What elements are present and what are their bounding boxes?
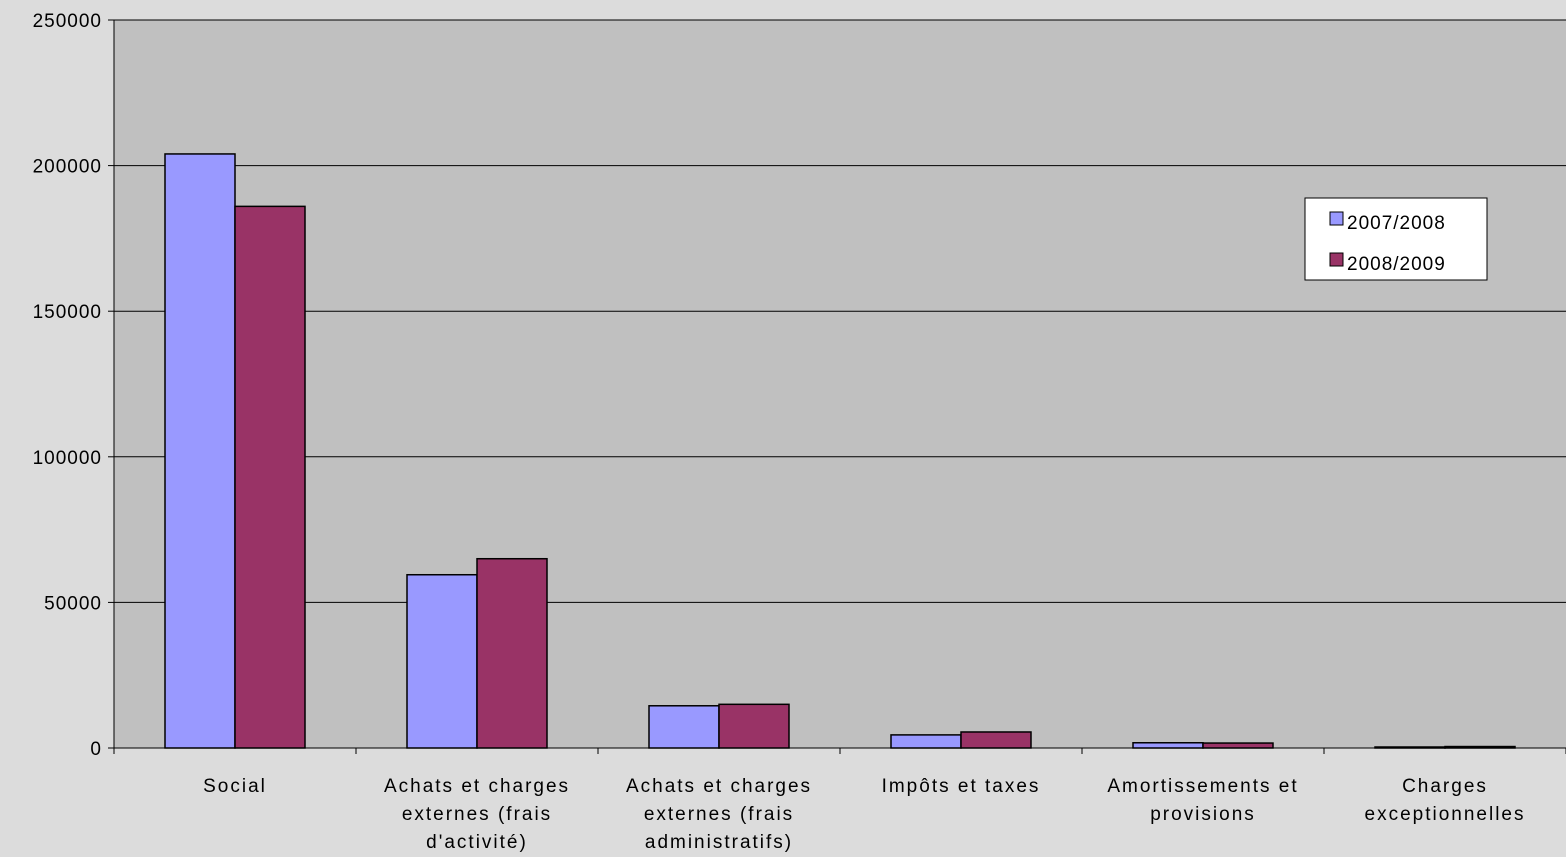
x-category-label: provisions <box>1150 804 1256 825</box>
bar-2007-2008 <box>1132 742 1204 749</box>
x-category-label: externes (frais <box>402 804 552 825</box>
bar-2008-2009 <box>960 731 1032 749</box>
y-tick-label: 100000 <box>33 448 102 469</box>
x-category-label: Impôts et taxes <box>882 776 1041 797</box>
plot-area <box>114 20 1566 748</box>
bar-2007-2008 <box>406 573 478 749</box>
y-tick-label: 150000 <box>33 302 102 323</box>
legend-label-2007-2008: 2007/2008 <box>1347 213 1446 234</box>
x-category-label: Achats et charges <box>384 776 570 797</box>
y-tick-label: 0 <box>90 739 102 760</box>
x-category-label: Achats et charges <box>626 776 812 797</box>
bars <box>164 153 1516 749</box>
y-axis-tick-labels: 0 50000 100000 150000 200000 250000 <box>33 11 102 760</box>
bar-2007-2008 <box>890 734 962 749</box>
y-tick-label: 50000 <box>44 593 102 614</box>
x-category-label: Social <box>203 776 267 797</box>
x-category-label: Charges <box>1402 776 1488 797</box>
bar-2008-2009 <box>476 557 548 749</box>
legend-swatch-2007-2008 <box>1329 211 1344 226</box>
x-category-label: externes (frais <box>644 804 794 825</box>
bar-2008-2009 <box>718 703 790 749</box>
bar-2007-2008 <box>164 153 236 749</box>
axes <box>108 19 1566 754</box>
y-tick-label: 200000 <box>33 157 102 178</box>
x-category-label: exceptionnelles <box>1365 804 1526 825</box>
y-tick-label: 250000 <box>33 11 102 32</box>
x-category-label: administratifs) <box>645 832 793 853</box>
x-category-label: Amortissements et <box>1107 776 1298 797</box>
gridlines <box>114 19 1566 603</box>
legend-label-2008-2009: 2008/2009 <box>1347 254 1446 275</box>
bar-2008-2009 <box>1202 742 1274 749</box>
bar-2008-2009 <box>234 205 306 749</box>
x-axis-category-labels: Social Achats et charges externes (frais d'… <box>203 776 1526 853</box>
bar-2007-2008 <box>648 705 720 749</box>
x-category-label: d'activité) <box>426 832 528 853</box>
legend-swatch-2008-2009 <box>1329 252 1344 267</box>
legend: 2007/2008 2008/2009 <box>1304 197 1488 281</box>
